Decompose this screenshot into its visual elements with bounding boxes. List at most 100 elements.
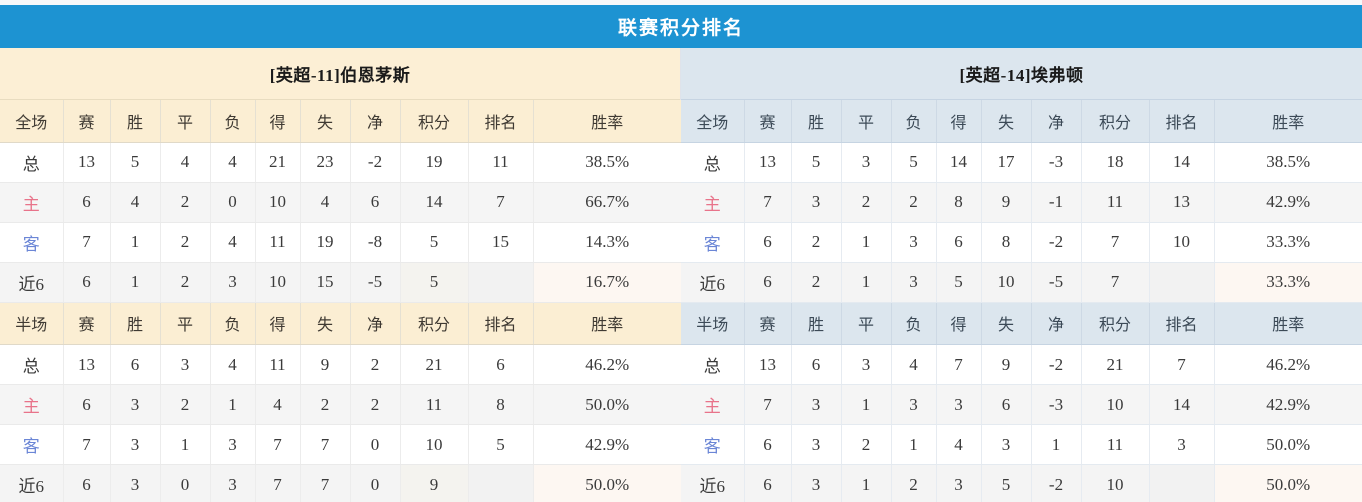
- points-cell: 21: [1081, 344, 1150, 385]
- stat-cell: -2: [1031, 344, 1082, 385]
- stat-cell: -5: [350, 262, 401, 303]
- stat-cell: 3: [936, 384, 982, 425]
- stat-cell: -8: [350, 222, 401, 263]
- points-cell: 18: [1081, 142, 1150, 183]
- col-header: 胜率: [1214, 302, 1362, 345]
- table-row[interactable]: 近6 6 3 0 3 7 7 0 9 50.0%: [0, 464, 681, 502]
- table-row[interactable]: 总 13 6 3 4 11 9 2 21 6 46.2%: [0, 344, 681, 385]
- stat-cell: 6: [63, 262, 111, 303]
- col-header: 负: [891, 100, 937, 143]
- col-header: 胜: [110, 100, 161, 143]
- stat-cell: 3: [791, 384, 842, 425]
- table-row[interactable]: 近6 6 1 2 3 10 15 -5 5 16.7%: [0, 262, 681, 303]
- table-row[interactable]: 主 6 4 2 0 10 4 6 14 7 66.7%: [0, 182, 681, 223]
- stat-cell: 6: [744, 262, 792, 303]
- col-header: 平: [841, 100, 892, 143]
- winrate-cell: 50.0%: [533, 384, 681, 425]
- points-cell: 10: [1081, 464, 1150, 502]
- rank-cell: 5: [468, 424, 534, 465]
- table-row[interactable]: 总 13 5 4 4 21 23 -2 19 11 38.5%: [0, 142, 681, 183]
- rank-cell: 13: [1149, 182, 1215, 223]
- stat-cell: 6: [63, 384, 111, 425]
- stat-cell: 2: [841, 182, 892, 223]
- col-header: 负: [891, 302, 937, 345]
- col-header: 得: [936, 302, 982, 345]
- stat-cell: -3: [1031, 142, 1082, 183]
- stat-cell: 10: [981, 262, 1032, 303]
- stat-cell: 2: [300, 384, 351, 425]
- row-label: 总: [0, 142, 64, 183]
- stat-cell: 8: [981, 222, 1032, 263]
- stat-cell: 11: [255, 344, 301, 385]
- points-cell: 11: [1081, 424, 1150, 465]
- stat-cell: 5: [891, 142, 937, 183]
- stat-cell: 3: [841, 142, 892, 183]
- stat-cell: 7: [936, 344, 982, 385]
- stat-cell: -1: [1031, 182, 1082, 223]
- stat-cell: 3: [110, 424, 161, 465]
- rank-cell: 7: [468, 182, 534, 223]
- row-label: 近6: [0, 262, 64, 303]
- col-header: 排名: [1149, 302, 1215, 345]
- row-label: 客: [0, 222, 64, 263]
- table-header-row: 半场赛胜平负得失净积分 排名 胜率: [0, 302, 681, 345]
- points-cell: 10: [400, 424, 469, 465]
- stat-cell: 11: [255, 222, 301, 263]
- stat-cell: 6: [63, 182, 111, 223]
- stat-cell: 3: [891, 384, 937, 425]
- col-header: 胜率: [533, 100, 681, 143]
- table-row[interactable]: 客 6 3 2 1 4 3 1 11 3 50.0%: [681, 424, 1362, 465]
- winrate-cell: 42.9%: [533, 424, 681, 465]
- points-cell: 7: [1081, 222, 1150, 263]
- row-label: 主: [681, 182, 745, 223]
- row-label: 客: [681, 222, 745, 263]
- row-label: 总: [681, 142, 745, 183]
- standings-table-home-fulltime: 全场赛胜平负得失净积分 排名 胜率总 13 5 4 4 21 23 -2 19 11 38.5% 主 6 4 2…: [0, 100, 681, 303]
- col-header: 排名: [468, 100, 534, 143]
- stat-cell: 3: [791, 182, 842, 223]
- table-row[interactable]: 主 6 3 2 1 4 2 2 11 8 50.0%: [0, 384, 681, 425]
- table-row[interactable]: 总 13 5 3 5 14 17 -3 18 14 38.5%: [681, 142, 1362, 183]
- team-name-away: [英超-14]埃弗顿: [681, 48, 1362, 100]
- stat-cell: 4: [936, 424, 982, 465]
- stat-cell: -2: [1031, 222, 1082, 263]
- table-row[interactable]: 客 7 3 1 3 7 7 0 10 5 42.9%: [0, 424, 681, 465]
- table-row[interactable]: 近6 6 3 1 2 3 5 -2 10 50.0%: [681, 464, 1362, 502]
- stat-cell: 21: [255, 142, 301, 183]
- table-header-row: 全场赛胜平负得失净积分 排名 胜率: [681, 100, 1362, 143]
- stat-cell: 17: [981, 142, 1032, 183]
- points-cell: 5: [400, 222, 469, 263]
- winrate-cell: 14.3%: [533, 222, 681, 263]
- table-row[interactable]: 主 7 3 2 2 8 9 -1 11 13 42.9%: [681, 182, 1362, 223]
- team-panel-home: [英超-11]伯恩茅斯 全场赛胜平负得失净积分 排名 胜率总 13 5 4 4 21 23 -2 19…: [0, 48, 681, 502]
- stat-cell: 2: [791, 222, 842, 263]
- col-header: 失: [981, 302, 1032, 345]
- table-row[interactable]: 近6 6 2 1 3 5 10 -5 7 33.3%: [681, 262, 1362, 303]
- stat-cell: 1: [891, 424, 937, 465]
- table-row[interactable]: 总 13 6 3 4 7 9 -2 21 7 46.2%: [681, 344, 1362, 385]
- row-label: 总: [681, 344, 745, 385]
- col-header: 排名: [1149, 100, 1215, 143]
- row-label: 总: [0, 344, 64, 385]
- col-header: 赛: [63, 100, 111, 143]
- stat-cell: -3: [1031, 384, 1082, 425]
- stat-cell: 7: [255, 464, 301, 502]
- stat-cell: 2: [891, 182, 937, 223]
- winrate-cell: 16.7%: [533, 262, 681, 303]
- team-name-home: [英超-11]伯恩茅斯: [0, 48, 680, 100]
- rank-cell: [1149, 262, 1215, 303]
- top-spacer: [0, 0, 1362, 5]
- table-row[interactable]: 客 7 1 2 4 11 19 -8 5 15 14.3%: [0, 222, 681, 263]
- table-row[interactable]: 主 7 3 1 3 3 6 -3 10 14 42.9%: [681, 384, 1362, 425]
- rank-cell: [468, 262, 534, 303]
- col-header: 失: [981, 100, 1032, 143]
- col-header: 得: [255, 302, 301, 345]
- col-header: 积分: [1081, 100, 1150, 143]
- stat-cell: -2: [350, 142, 401, 183]
- stat-cell: 3: [110, 384, 161, 425]
- stat-cell: 15: [300, 262, 351, 303]
- stat-cell: 6: [110, 344, 161, 385]
- stat-cell: -5: [1031, 262, 1082, 303]
- stat-cell: 4: [160, 142, 211, 183]
- table-row[interactable]: 客 6 2 1 3 6 8 -2 7 10 33.3%: [681, 222, 1362, 263]
